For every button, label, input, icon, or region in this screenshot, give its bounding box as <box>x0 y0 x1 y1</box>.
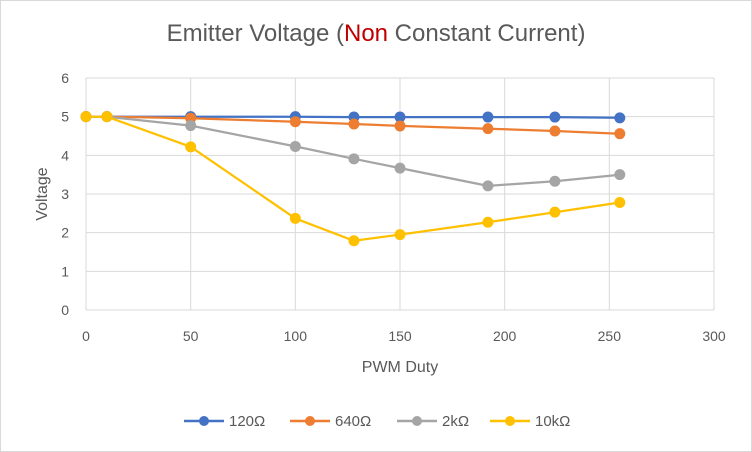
legend-swatch-marker <box>305 416 315 426</box>
legend-item: 10kΩ <box>490 413 570 430</box>
x-axis-label: PWM Duty <box>362 359 438 376</box>
data-point <box>614 112 626 124</box>
chart-title: Emitter Voltage (Non Constant Current) <box>0 20 752 48</box>
data-point <box>482 216 494 228</box>
legend-label: 640Ω <box>335 413 371 430</box>
data-point <box>482 111 494 123</box>
data-point <box>482 180 494 192</box>
data-point <box>549 206 561 218</box>
y-tick-label: 4 <box>61 147 69 163</box>
data-point <box>549 175 561 187</box>
legend-label: 10kΩ <box>535 413 570 430</box>
data-point <box>101 111 113 123</box>
data-point <box>80 111 92 123</box>
data-point <box>289 212 301 224</box>
legend-label: 2kΩ <box>442 413 469 430</box>
series-4 <box>80 111 626 247</box>
data-point <box>394 229 406 241</box>
data-point <box>614 128 626 140</box>
legend-swatch-marker <box>505 416 515 426</box>
y-tick-label: 0 <box>61 302 69 318</box>
x-tick-label: 150 <box>388 328 412 344</box>
y-tick-label: 1 <box>61 263 69 279</box>
data-point <box>289 140 301 152</box>
data-point <box>614 197 626 209</box>
data-point <box>185 120 197 132</box>
y-tick-label: 5 <box>61 109 69 125</box>
data-point <box>549 111 561 123</box>
x-tick-label: 100 <box>284 328 308 344</box>
legend-item: 2kΩ <box>397 413 469 430</box>
tick-labels: 0 1 2 3 4 5 6 0 50 100 150 200 250 300 <box>61 70 726 344</box>
x-tick-label: 300 <box>702 328 726 344</box>
chart-title-highlight: Non <box>343 20 389 47</box>
x-tick-label: 200 <box>493 328 517 344</box>
legend-item: 640Ω <box>290 413 371 430</box>
legend-item: 120Ω <box>184 413 265 430</box>
data-point <box>289 116 301 128</box>
chart-title-prefix: Emitter Voltage ( <box>166 20 344 47</box>
data-point <box>348 118 360 130</box>
x-tick-label: 50 <box>183 328 199 344</box>
data-point <box>394 162 406 174</box>
y-axis-label: Voltage <box>34 167 51 220</box>
data-point <box>549 125 561 137</box>
data-point <box>348 153 360 165</box>
x-tick-label: 250 <box>598 328 622 344</box>
y-tick-label: 3 <box>61 186 69 202</box>
data-point <box>348 235 360 247</box>
data-point <box>482 123 494 135</box>
y-tick-label: 6 <box>61 70 69 86</box>
legend-label: 120Ω <box>229 413 265 430</box>
x-tick-label: 0 <box>82 328 90 344</box>
data-point <box>185 141 197 153</box>
data-point <box>394 120 406 132</box>
legend: 120Ω 640Ω 2kΩ 10kΩ <box>184 413 570 430</box>
chart-title-suffix: Constant Current) <box>388 20 586 47</box>
legend-swatch-marker <box>412 416 422 426</box>
data-point <box>614 169 626 181</box>
y-tick-label: 2 <box>61 225 69 241</box>
series-line <box>86 115 620 242</box>
legend-swatch-marker <box>199 416 209 426</box>
series-lines <box>80 111 626 247</box>
